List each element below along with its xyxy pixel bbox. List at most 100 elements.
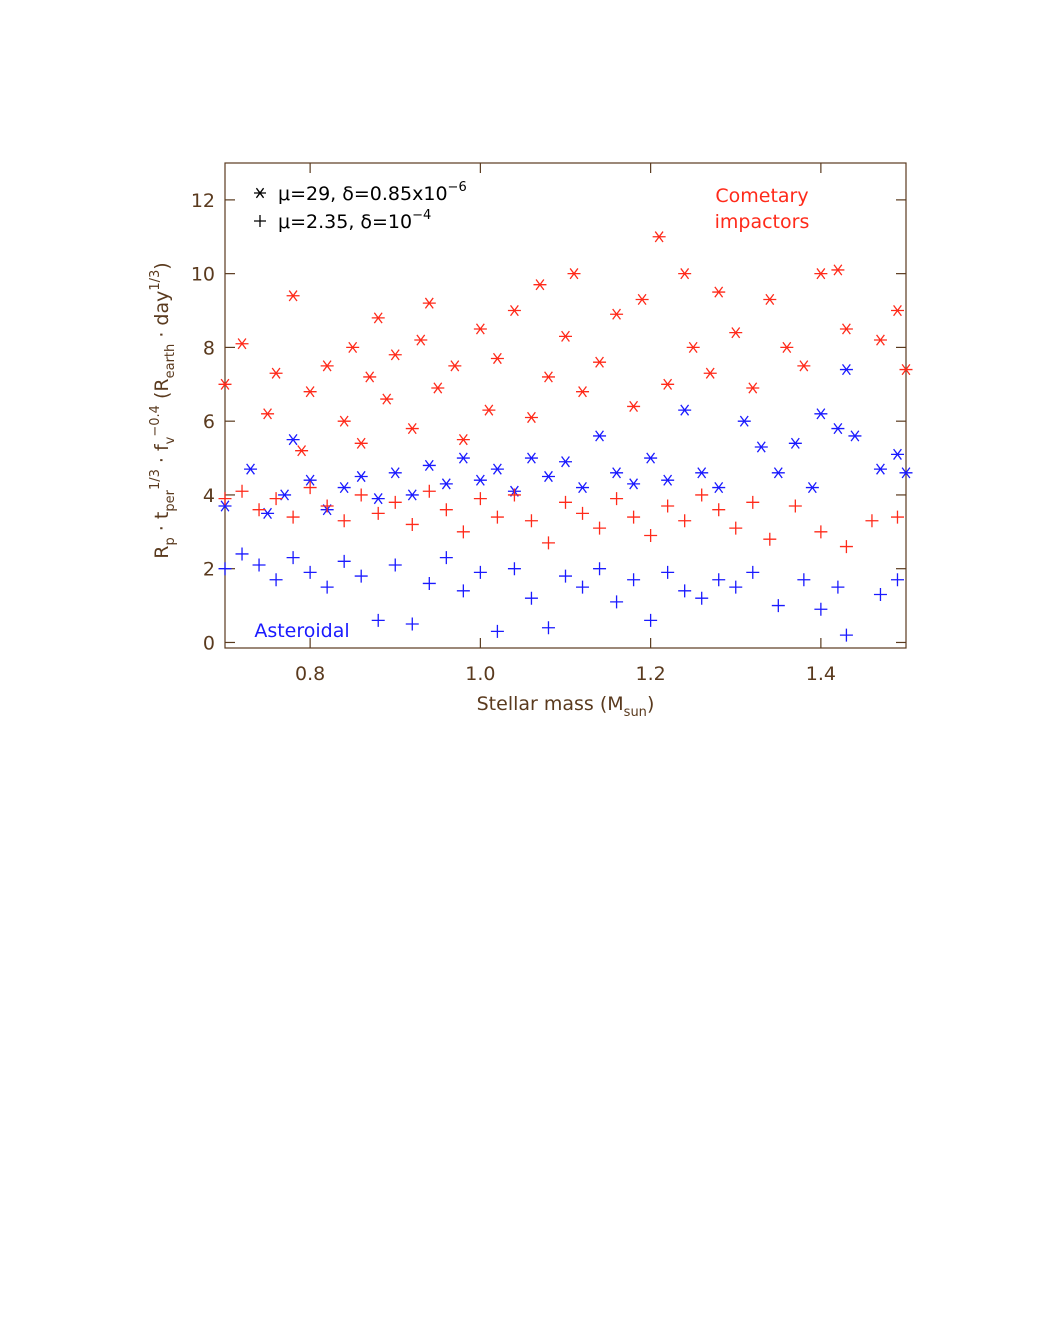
point xyxy=(610,492,624,506)
y-tick-label: 8 xyxy=(203,337,215,359)
point xyxy=(473,565,487,579)
x-tick-label: 1.2 xyxy=(636,663,666,685)
point xyxy=(473,492,487,506)
point xyxy=(507,304,521,317)
point xyxy=(576,580,590,594)
point xyxy=(899,363,913,376)
point xyxy=(337,415,351,427)
point xyxy=(422,297,436,309)
point xyxy=(644,452,658,464)
point xyxy=(269,573,283,587)
point xyxy=(218,562,232,576)
point xyxy=(473,474,487,486)
point xyxy=(286,434,300,446)
point xyxy=(414,334,428,346)
point xyxy=(814,602,828,616)
point xyxy=(746,382,760,394)
point xyxy=(890,510,904,524)
legend-text: μ=29, δ=0.85x10 xyxy=(278,183,448,205)
point xyxy=(848,430,862,442)
point xyxy=(839,323,853,335)
point xyxy=(363,371,377,383)
point xyxy=(235,338,249,350)
point xyxy=(712,481,726,494)
point xyxy=(593,356,607,368)
point xyxy=(354,569,368,583)
point xyxy=(371,312,385,324)
label-part: v xyxy=(163,436,178,444)
legend-text: μ=2.35, δ=10 xyxy=(278,211,412,233)
point xyxy=(576,506,590,520)
point xyxy=(286,510,300,524)
point xyxy=(831,422,845,435)
annotation: Asteroidal xyxy=(254,620,349,642)
point xyxy=(456,434,470,446)
point xyxy=(797,360,811,372)
point xyxy=(576,386,590,398)
point xyxy=(661,378,675,390)
point xyxy=(873,334,887,346)
label-part: 1/3 xyxy=(148,469,163,490)
point xyxy=(507,488,521,502)
point xyxy=(244,463,258,475)
label-part: ) xyxy=(151,262,173,269)
point xyxy=(780,341,794,354)
point xyxy=(771,599,785,613)
point xyxy=(380,393,394,405)
label-part: Stellar mass (M xyxy=(477,693,624,715)
point xyxy=(524,411,538,424)
point xyxy=(644,613,658,627)
legend-marker xyxy=(254,187,266,199)
point xyxy=(541,536,555,550)
point xyxy=(746,495,760,509)
label-part: ) xyxy=(647,693,654,715)
point xyxy=(593,562,607,576)
point xyxy=(252,503,266,517)
point xyxy=(712,573,726,587)
point xyxy=(652,231,666,243)
label-part: sun xyxy=(624,705,647,720)
label-part: R xyxy=(151,546,173,559)
y-axis-label: Rp · tper1/3 · fv−0.4 (Rearth · day1/3) xyxy=(148,262,178,558)
point xyxy=(269,492,283,506)
point xyxy=(524,591,538,605)
point xyxy=(678,514,692,528)
y-tick-label: 0 xyxy=(203,632,215,654)
point xyxy=(661,565,675,579)
point xyxy=(890,573,904,587)
point xyxy=(388,558,402,572)
point xyxy=(737,415,751,427)
point xyxy=(873,588,887,602)
point xyxy=(890,304,904,317)
point xyxy=(610,595,624,609)
point xyxy=(746,565,760,579)
x-axis-label: Stellar mass (Msun) xyxy=(477,693,655,720)
point xyxy=(439,551,453,565)
point xyxy=(320,580,334,594)
point xyxy=(610,308,624,320)
point xyxy=(559,495,572,509)
point xyxy=(695,591,709,605)
point xyxy=(899,467,913,479)
point xyxy=(303,474,317,486)
label-part: (R xyxy=(151,378,173,405)
point xyxy=(303,386,317,398)
point xyxy=(303,565,317,579)
point xyxy=(422,576,436,590)
point xyxy=(490,624,504,638)
point xyxy=(541,621,555,635)
point xyxy=(490,352,504,365)
point xyxy=(490,463,504,475)
point xyxy=(814,408,828,420)
point xyxy=(320,360,334,372)
point xyxy=(269,367,283,379)
y-tick-label: 6 xyxy=(203,411,215,433)
point xyxy=(354,488,368,502)
point xyxy=(286,290,300,302)
point xyxy=(635,293,649,306)
point xyxy=(218,378,232,390)
point xyxy=(524,452,538,464)
label-part: · f xyxy=(151,443,173,469)
point xyxy=(235,547,249,561)
